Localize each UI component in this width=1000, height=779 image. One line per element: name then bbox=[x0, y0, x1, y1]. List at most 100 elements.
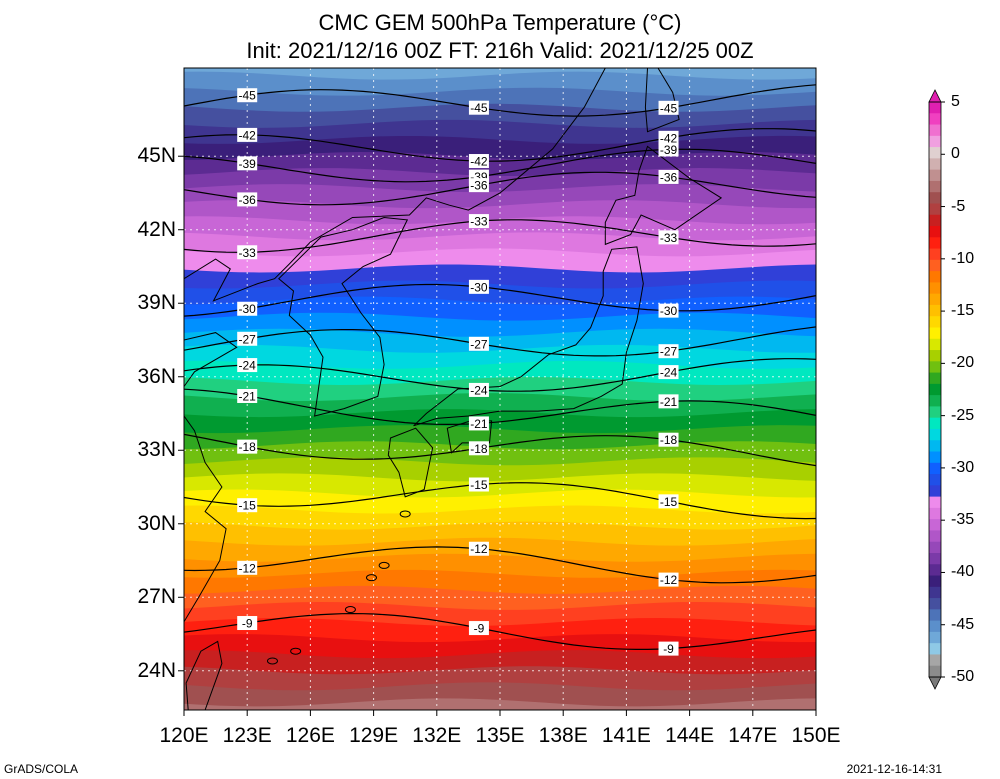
svg-text:-33: -33 bbox=[660, 231, 678, 245]
colorbar-label: -35 bbox=[951, 511, 975, 529]
isotherms: -45-45 -45-42-42-42-39-39-39-36-36-36-33-… bbox=[184, 84, 816, 656]
isotherm-label: -15 bbox=[468, 477, 489, 492]
colorbar-segment bbox=[929, 214, 941, 227]
isotherm-label: -33 bbox=[468, 214, 489, 229]
colorbar-segment bbox=[929, 406, 941, 419]
svg-text:-9: -9 bbox=[242, 617, 253, 631]
island bbox=[266, 657, 278, 665]
svg-text:-42: -42 bbox=[660, 131, 678, 145]
colorbar-segment bbox=[929, 417, 941, 430]
colorbar-segment bbox=[929, 237, 941, 250]
x-tick-label: 135E bbox=[475, 724, 525, 747]
x-tick-label: 123E bbox=[222, 724, 272, 747]
island bbox=[399, 510, 411, 518]
colorbar-label: -5 bbox=[951, 197, 966, 215]
colorbar-segment bbox=[929, 180, 941, 193]
svg-text:-24: -24 bbox=[470, 383, 488, 397]
colorbar-segment bbox=[929, 485, 941, 498]
isotherm-line bbox=[184, 482, 816, 520]
colorbar-segment bbox=[929, 102, 941, 114]
svg-text:-15: -15 bbox=[239, 499, 257, 513]
island bbox=[378, 561, 390, 569]
colorbar-segment bbox=[929, 293, 941, 306]
island bbox=[344, 606, 356, 614]
y-tick-label: 27N bbox=[137, 585, 176, 609]
colorbar-segment bbox=[929, 113, 941, 126]
isotherm-label: -36 bbox=[237, 192, 258, 207]
colorbar-segment bbox=[929, 586, 941, 599]
x-tick-label: 120E bbox=[159, 724, 209, 747]
svg-text:-18: -18 bbox=[239, 440, 257, 454]
isotherm-label: -27 bbox=[237, 331, 258, 346]
colorbar-segment bbox=[929, 304, 941, 317]
isotherm-line bbox=[184, 358, 816, 392]
svg-text:-27: -27 bbox=[660, 345, 678, 359]
colorbar-label: 5 bbox=[951, 93, 960, 110]
svg-text:-45: -45 bbox=[239, 89, 257, 103]
colorbar-segment bbox=[929, 519, 941, 532]
svg-text:-18: -18 bbox=[660, 433, 678, 447]
colorbar-segment bbox=[929, 620, 941, 633]
isotherm-line bbox=[184, 326, 816, 357]
colorbar-label: -15 bbox=[951, 302, 975, 320]
isotherm-line bbox=[184, 388, 816, 426]
svg-text:-9: -9 bbox=[474, 622, 485, 636]
svg-text:-33: -33 bbox=[470, 215, 488, 229]
isotherm-label: -42 bbox=[468, 154, 489, 169]
isotherm-label: -27 bbox=[468, 336, 489, 351]
svg-text:-36: -36 bbox=[239, 193, 257, 207]
isotherm-label: -12 bbox=[468, 541, 489, 556]
coastline-path bbox=[185, 640, 223, 710]
isotherm-line bbox=[184, 84, 816, 117]
colorbar-segment bbox=[929, 383, 941, 396]
svg-text:-12: -12 bbox=[239, 561, 257, 575]
y-tick-label: 30N bbox=[137, 511, 176, 535]
svg-text:-15: -15 bbox=[470, 478, 488, 492]
svg-text:-39: -39 bbox=[660, 143, 678, 157]
colorbar bbox=[928, 89, 945, 690]
colorbar-frame bbox=[928, 101, 942, 678]
x-tick-label: 129E bbox=[349, 724, 399, 747]
isotherm-label: -33 bbox=[658, 230, 679, 245]
svg-text:-12: -12 bbox=[660, 573, 678, 587]
svg-text:-42: -42 bbox=[470, 155, 488, 169]
colorbar-segment bbox=[929, 496, 941, 509]
colorbar-segment bbox=[929, 158, 941, 171]
isotherm-label: -33 bbox=[237, 245, 258, 260]
x-tick-label: 141E bbox=[601, 724, 651, 747]
colorbar-segment bbox=[929, 575, 941, 588]
y-tick-label: 36N bbox=[137, 364, 176, 388]
isotherm-label: -36 bbox=[468, 178, 489, 193]
isotherm-label: -24 bbox=[237, 358, 258, 373]
colorbar-segment bbox=[929, 541, 941, 554]
colorbar-segment bbox=[929, 530, 941, 543]
svg-text:-36: -36 bbox=[660, 170, 678, 184]
isotherm-line bbox=[184, 148, 816, 183]
isotherm-label: -39 bbox=[658, 142, 679, 157]
x-tick-label: 150E bbox=[791, 724, 841, 747]
y-tick-label: 39N bbox=[137, 291, 176, 315]
isotherm-label: -24 bbox=[468, 382, 489, 397]
x-tick-label: 144E bbox=[665, 724, 715, 747]
axis-ticks bbox=[178, 155, 817, 716]
colorbar-label: -45 bbox=[951, 615, 975, 633]
svg-text:-9: -9 bbox=[663, 642, 674, 656]
colorbar-segment bbox=[929, 124, 941, 137]
isotherm-line bbox=[184, 219, 816, 253]
temperature-field bbox=[184, 68, 816, 710]
isotherm-line bbox=[184, 612, 816, 650]
isotherm-label: -45 bbox=[468, 100, 489, 115]
isotherm-label: -18 bbox=[658, 432, 679, 447]
generation-timestamp: 2021-12-16-14:31 bbox=[846, 762, 942, 776]
isotherm-label: -12 bbox=[658, 572, 679, 587]
y-tick-label: 24N bbox=[137, 658, 176, 682]
x-tick-label: 126E bbox=[285, 724, 335, 747]
colorbar-label: -20 bbox=[951, 354, 975, 372]
svg-text:-21: -21 bbox=[660, 395, 678, 409]
graticule bbox=[184, 68, 816, 710]
svg-text:-30: -30 bbox=[239, 302, 257, 316]
map-subtitle: Init: 2021/12/16 00Z FT: 216h Valid: 202… bbox=[246, 38, 754, 63]
isotherm-label: -30 bbox=[237, 301, 258, 316]
colorbar-segment bbox=[929, 609, 941, 622]
colorbar-segment bbox=[929, 395, 941, 408]
